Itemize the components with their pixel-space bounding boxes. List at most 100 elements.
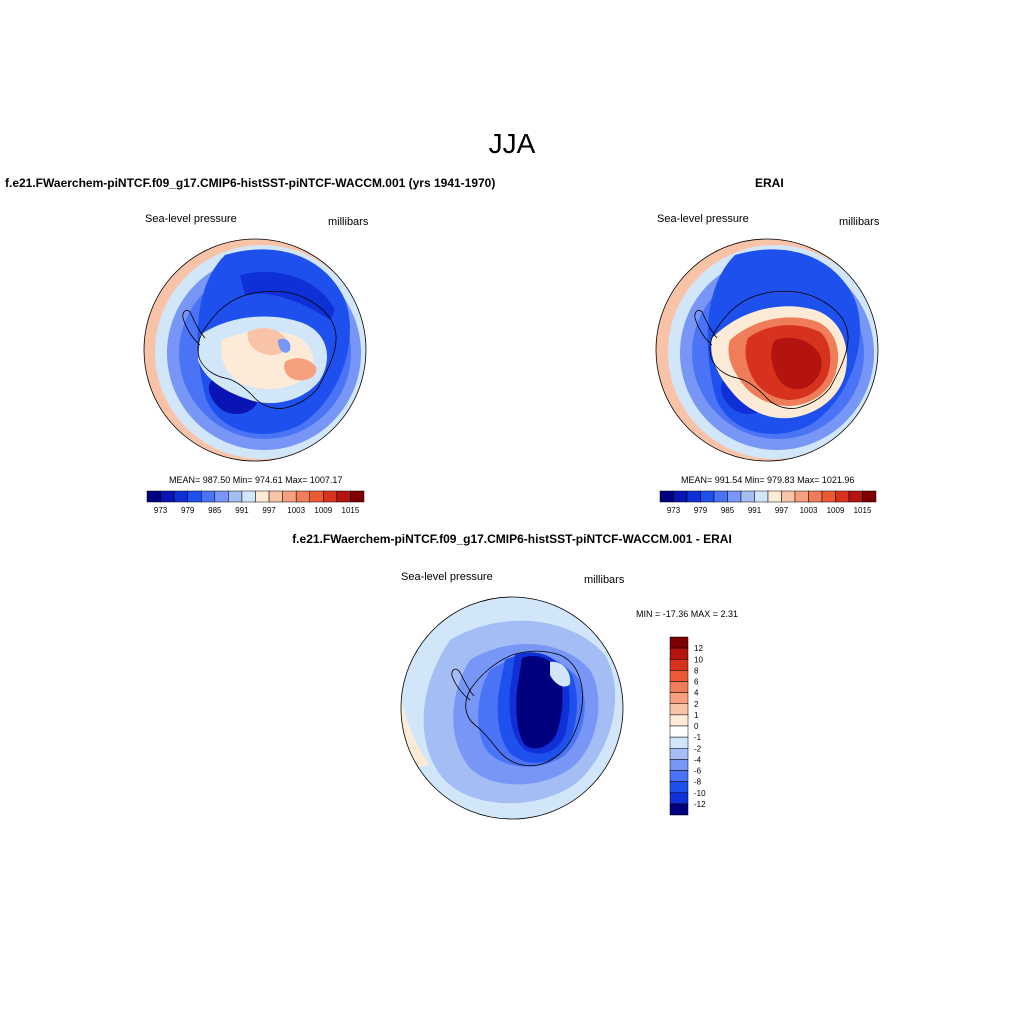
- obs-field-contours: [656, 239, 878, 461]
- colorbar-swatch: [669, 681, 689, 693]
- obs-peninsula-coastline: [694, 310, 718, 346]
- colorbar-tick-label: 4: [694, 689, 699, 698]
- colorbar-swatch: [808, 490, 823, 503]
- diff-variable-label: Sea-level pressure: [401, 571, 493, 583]
- colorbar-swatch: [669, 692, 689, 704]
- colorbar-swatch: [821, 490, 836, 503]
- colorbar-tick-label: 979: [181, 506, 195, 515]
- colorbar-tick-label: 1015: [342, 506, 360, 515]
- colorbar-swatch: [255, 490, 270, 503]
- colorbar-swatch: [669, 803, 689, 816]
- colorbar-swatch: [669, 636, 689, 649]
- colorbar-tick-label: 991: [235, 506, 249, 515]
- colorbar-tick-label: 12: [694, 644, 703, 653]
- model-map-boundary: [143, 238, 367, 462]
- colorbar-swatch: [686, 490, 701, 503]
- colorbar-tick-label: 1003: [800, 506, 818, 515]
- colorbar-tick-label: 979: [694, 506, 708, 515]
- colorbar-swatch: [295, 490, 310, 503]
- colorbar-swatch: [669, 703, 689, 716]
- colorbar-tick-label: 2: [694, 700, 699, 709]
- colorbar-swatch: [669, 647, 689, 660]
- colorbar-tick-label: -6: [694, 767, 702, 776]
- diff-units-label: millibars: [584, 574, 625, 586]
- colorbar-swatch: [669, 714, 689, 727]
- colorbar-tick-label: 6: [694, 678, 699, 687]
- colorbar-swatch: [350, 490, 365, 503]
- colorbar-swatch: [669, 670, 689, 682]
- colorbar-tick-label: -2: [694, 744, 702, 753]
- obs-antarctica-coastline: [709, 290, 849, 409]
- colorbar-tick-label: 10: [694, 655, 703, 664]
- colorbar-tick-label: 997: [775, 506, 789, 515]
- colorbar-swatch: [835, 490, 850, 503]
- colorbar-tick-label: 1: [694, 711, 699, 720]
- colorbar-swatch: [727, 490, 742, 503]
- colorbar-swatch: [659, 490, 674, 503]
- colorbar-tick-label: 0: [694, 722, 699, 731]
- colorbar-tick-label: 973: [154, 506, 168, 515]
- diff-stats: MIN = -17.36 MAX = 2.31: [636, 609, 739, 619]
- model-peninsula-coastline: [182, 310, 206, 346]
- colorbar-swatch: [754, 490, 769, 503]
- figure-title: JJA: [488, 128, 536, 159]
- colorbar-tick-label: -12: [694, 800, 706, 809]
- diff-map-boundary: [400, 596, 624, 820]
- colorbar-tick-label: 1009: [314, 506, 332, 515]
- colorbar-swatch: [669, 770, 689, 782]
- colorbar-swatch: [669, 781, 689, 793]
- colorbar-swatch: [713, 490, 728, 503]
- colorbar-swatch: [669, 759, 689, 771]
- colorbar-swatch: [669, 736, 689, 749]
- colorbar-swatch: [673, 490, 688, 503]
- model-field-contours: [144, 239, 366, 461]
- colorbar-tick-label: -10: [694, 789, 706, 798]
- colorbar-swatch: [146, 490, 161, 503]
- obs-panel-title: ERAI: [755, 176, 784, 190]
- diff-peninsula-coastline: [451, 668, 475, 701]
- colorbar-tick-label: 985: [721, 506, 735, 515]
- colorbar-swatch: [700, 490, 715, 503]
- colorbar-tick-label: 985: [208, 506, 222, 515]
- obs-map: [655, 238, 879, 462]
- colorbar-swatch: [282, 490, 297, 503]
- colorbar-swatch: [187, 490, 202, 503]
- diff-field-contours: [401, 597, 623, 819]
- colorbar-tick-label: -1: [694, 733, 702, 742]
- colorbar-swatch: [669, 748, 689, 760]
- colorbar-swatch: [862, 490, 877, 503]
- colorbar-swatch: [241, 490, 256, 503]
- colorbar-tick-label: 997: [262, 506, 276, 515]
- model-stats: MEAN= 987.50 Min= 974.61 Max= 1007.17: [169, 475, 343, 485]
- colorbar-tick-label: 1009: [827, 506, 845, 515]
- model-panel-title: f.e21.FWaerchem-piNTCF.f09_g17.CMIP6-his…: [5, 176, 496, 190]
- obs-stats: MEAN= 991.54 Min= 979.83 Max= 1021.96: [681, 475, 855, 485]
- model-variable-label: Sea-level pressure: [145, 213, 237, 225]
- colorbar-swatch: [740, 490, 755, 503]
- colorbar-swatch: [669, 659, 689, 671]
- colorbar-swatch: [160, 490, 175, 503]
- colorbar-swatch: [848, 490, 863, 503]
- diff-map: [400, 596, 624, 820]
- colorbar-tick-label: 973: [667, 506, 681, 515]
- obs-variable-label: Sea-level pressure: [657, 213, 749, 225]
- colorbar-tick-label: 8: [694, 666, 699, 675]
- colorbar-swatch: [669, 725, 689, 738]
- obs-map-boundary: [655, 238, 879, 462]
- colorbar-tick-label: -8: [694, 778, 702, 787]
- colorbar-swatch: [228, 490, 243, 503]
- colorbar-tick-label: 991: [748, 506, 762, 515]
- model-units-label: millibars: [328, 216, 369, 228]
- colorbar-swatch: [781, 490, 796, 503]
- diff-panel-title: f.e21.FWaerchem-piNTCF.f09_g17.CMIP6-his…: [292, 532, 732, 546]
- obs-colorbar: 973 979 985 991 997 1003 1009 1015: [659, 490, 877, 515]
- colorbar-swatch: [214, 490, 229, 503]
- obs-units-label: millibars: [839, 216, 880, 228]
- colorbar-swatch: [268, 490, 283, 503]
- colorbar-swatch: [794, 490, 809, 503]
- colorbar-swatch: [309, 490, 324, 503]
- colorbar-swatch: [336, 490, 351, 503]
- model-antarctica-coastline: [197, 290, 337, 409]
